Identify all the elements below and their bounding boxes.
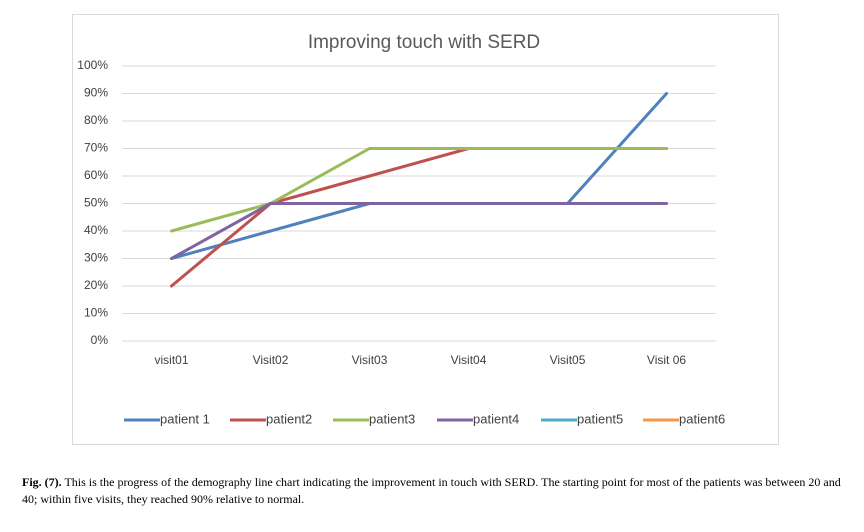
x-tick-label: visit01	[154, 353, 188, 367]
chart-title: Improving touch with SERD	[308, 32, 540, 53]
series-line	[170, 147, 668, 233]
y-tick-label: 10%	[84, 306, 108, 320]
y-tick-label: 80%	[84, 113, 108, 127]
y-tick-label: 50%	[84, 196, 108, 210]
legend-label: patient4	[473, 411, 519, 426]
x-tick-label: Visit04	[451, 353, 487, 367]
caption-label: Fig. (7).	[22, 475, 62, 489]
y-tick-label: 70%	[84, 141, 108, 155]
y-tick-label: 0%	[91, 333, 109, 347]
legend-label: patient2	[266, 411, 312, 426]
chart-frame	[72, 14, 779, 445]
series-line	[170, 202, 668, 260]
y-tick-label: 20%	[84, 278, 108, 292]
chart: Improving touch with SERD 0% 10% 20% 30% 40%…	[72, 14, 779, 445]
caption: Fig. (7). This is the progress of the de…	[22, 474, 842, 508]
x-tick-label: Visit02	[253, 353, 289, 367]
legend-label: patient5	[577, 411, 623, 426]
y-tick-label: 30%	[84, 251, 108, 265]
legend-label: patient6	[679, 411, 725, 426]
legend-label: patient3	[369, 411, 415, 426]
x-tick-label: Visit 06	[647, 353, 686, 367]
y-tick-label: 60%	[84, 168, 108, 182]
x-tick-label: Visit03	[352, 353, 388, 367]
x-tick-label: Visit05	[550, 353, 586, 367]
y-tick-label: 100%	[77, 58, 108, 72]
y-tick-label: 40%	[84, 223, 108, 237]
legend-label: patient 1	[160, 411, 210, 426]
caption-text: This is the progress of the demography l…	[22, 475, 841, 506]
y-tick-label: 90%	[84, 86, 108, 100]
